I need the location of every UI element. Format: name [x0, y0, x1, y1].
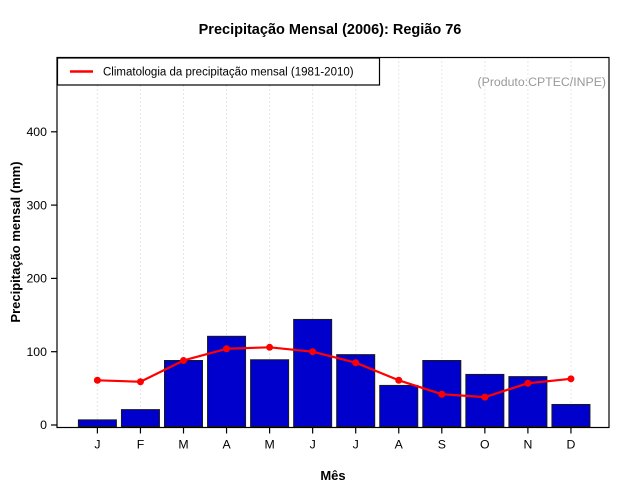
clim-point-10	[524, 379, 532, 387]
clim-point-11	[567, 375, 575, 383]
bar-d-11	[551, 403, 591, 428]
bar-m-4	[250, 359, 290, 427]
month-label-9: O	[480, 438, 490, 452]
climatology-line	[96, 346, 573, 399]
month-label-2: M	[178, 438, 188, 452]
y-tick-label-100: 100	[26, 345, 47, 359]
legend-box	[56, 57, 381, 86]
clim-point-3	[223, 345, 231, 353]
x-axis-title: Mês	[320, 468, 345, 483]
month-label-5: J	[310, 438, 316, 452]
plot-frame	[56, 56, 610, 429]
legend: Climatologia da precipitação mensal (198…	[56, 57, 381, 86]
month-label-1: F	[137, 438, 145, 452]
clim-point-7	[395, 376, 403, 384]
y-tick-label-300: 300	[26, 198, 47, 212]
bar-m-2	[164, 359, 203, 427]
month-label-3: A	[222, 438, 231, 452]
y-tick-label-0: 0	[40, 418, 47, 432]
month-label-7: A	[395, 438, 404, 452]
bar-j-6	[336, 354, 376, 427]
clim-point-8	[438, 390, 446, 398]
bar-a-7	[379, 384, 419, 427]
clim-point-9	[481, 393, 489, 401]
y-axis-title: Precipitação mensal (mm)	[8, 161, 23, 322]
product-watermark: (Produto:CPTEC/INPE)	[478, 75, 606, 89]
month-label-0: J	[94, 438, 100, 452]
bar-o-9	[465, 373, 505, 428]
legend-label: Climatologia da precipitação mensal (198…	[103, 67, 354, 79]
chart-title: Precipitação Mensal (2006): Região 76	[199, 22, 462, 38]
bar-f-1	[120, 409, 160, 427]
clim-point-4	[266, 343, 274, 351]
y-tick-label-400: 400	[26, 125, 47, 139]
plot-layer: 0 100 200 300 400 J F M A M J J A S O N D	[26, 56, 610, 452]
y-tick-label-200: 200	[26, 272, 47, 286]
month-label-10: N	[523, 438, 532, 452]
clim-point-6	[352, 359, 360, 367]
month-label-11: D	[567, 438, 576, 452]
bar-j-5	[293, 318, 333, 427]
clim-point-0	[93, 376, 101, 384]
clim-point-2	[180, 356, 187, 364]
month-label-4: M	[264, 438, 274, 452]
month-label-8: S	[438, 438, 446, 452]
clim-point-1	[136, 378, 144, 386]
month-label-6: J	[353, 438, 359, 452]
bar-j-0	[77, 419, 117, 427]
clim-point-5	[309, 348, 317, 356]
